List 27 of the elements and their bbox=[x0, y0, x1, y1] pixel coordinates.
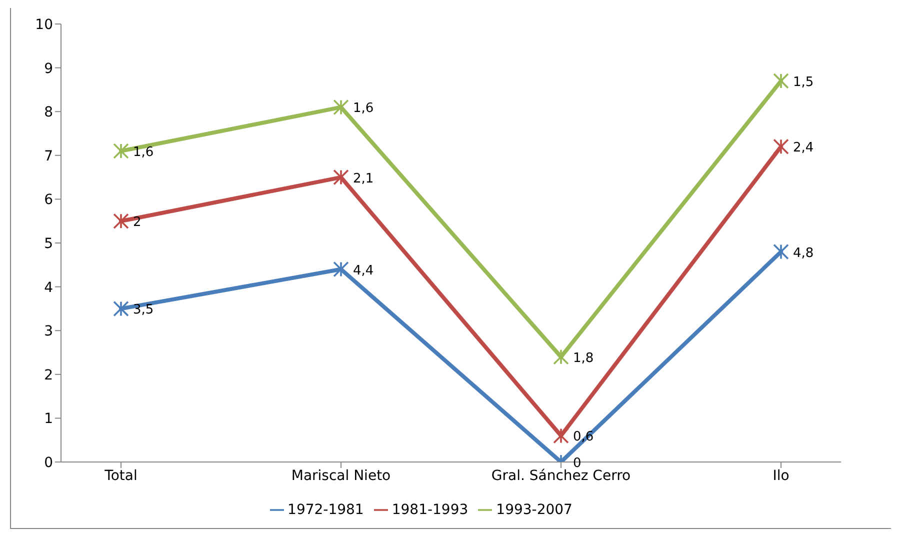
annotation: 3,5 bbox=[133, 302, 154, 318]
y-tick-label: 5 bbox=[44, 236, 53, 252]
y-tick-label: 1 bbox=[44, 411, 53, 428]
annotation: 1,8 bbox=[573, 350, 594, 366]
annotation: 4,8 bbox=[793, 246, 814, 261]
legend-label: 1981-1993 bbox=[392, 502, 468, 518]
x-tick-label: Ilo bbox=[772, 468, 790, 484]
annotation: 2 bbox=[133, 215, 142, 230]
y-tick-label: 8 bbox=[44, 104, 53, 121]
y-tick-label: 4 bbox=[44, 280, 54, 296]
annotation: 4,4 bbox=[353, 263, 374, 278]
y-tick-label: 10 bbox=[35, 16, 53, 33]
y-tick-label: 0 bbox=[44, 454, 53, 471]
y-tick-label: 3 bbox=[44, 324, 53, 340]
x-tick-label: Total bbox=[104, 468, 138, 484]
annotation: 1,5 bbox=[793, 74, 814, 90]
annotation: 1,6 bbox=[353, 101, 374, 116]
y-tick-label: 6 bbox=[44, 192, 54, 208]
legend-label: 1993-2007 bbox=[496, 502, 572, 518]
y-tick-label: 7 bbox=[44, 148, 53, 164]
legend-label: 1972-1981 bbox=[288, 502, 364, 518]
annotation: 1,6 bbox=[133, 145, 154, 160]
annotation: 2,1 bbox=[353, 171, 374, 186]
y-tick-label: 9 bbox=[44, 60, 53, 77]
x-tick-label: Mariscal Nieto bbox=[291, 468, 391, 484]
y-tick-label: 2 bbox=[44, 367, 53, 384]
annotation: 2,4 bbox=[793, 140, 814, 156]
